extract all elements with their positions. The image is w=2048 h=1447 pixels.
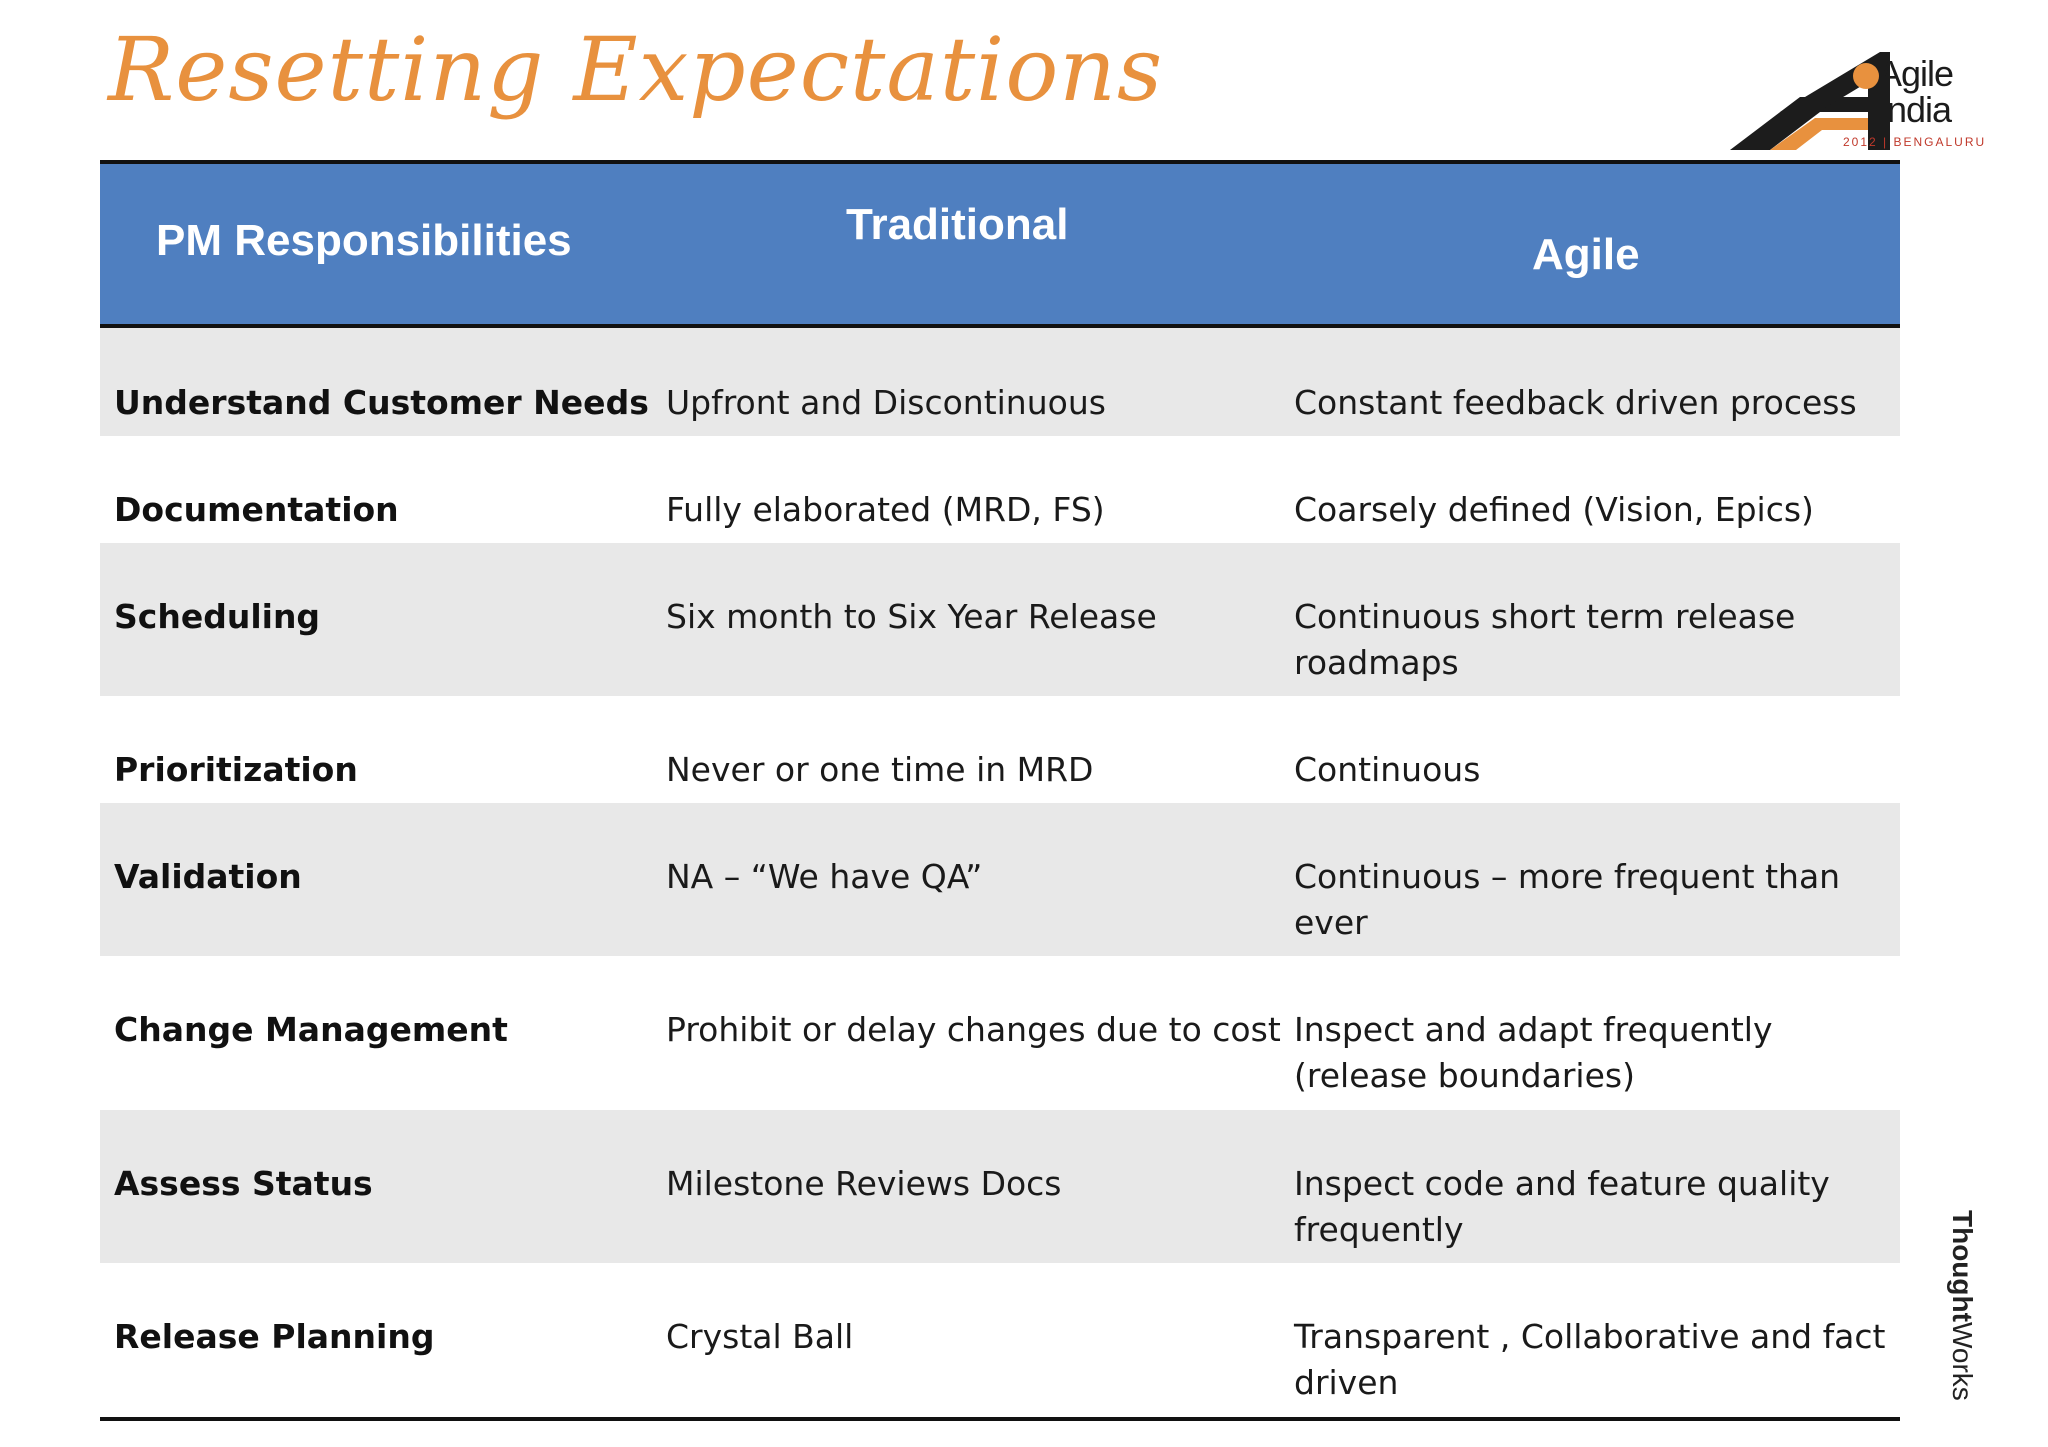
row-traditional: Never or one time in MRD [666,750,1094,789]
thoughtworks-brand: ThoughtWorks [1946,1210,1978,1401]
header-pm-responsibilities: PM Responsibilities [156,216,572,265]
row-agile: Inspect and adapt frequently (release bo… [1294,1010,1773,1095]
row-agile: Constant feedback driven process [1294,383,1857,422]
row-traditional: Fully elaborated (MRD, FS) [666,490,1105,529]
table-bottom-rule [100,1417,1900,1421]
row-responsibility: Change Management [114,1010,508,1049]
row-agile: Coarsely defined (Vision, Epics) [1294,490,1814,529]
row-agile: Inspect code and feature quality frequen… [1294,1164,1830,1249]
row-agile: Continuous [1294,750,1481,789]
logo-subtitle: 2012 | BENGALURU [1843,135,1987,149]
table-row: Assess Status Milestone Reviews Docs Ins… [100,1110,1900,1263]
table-row: Scheduling Six month to Six Year Release… [100,543,1900,696]
row-responsibility: Prioritization [114,750,358,789]
row-traditional: Prohibit or delay changes due to cost [666,1010,1281,1049]
agile-india-logo-icon [1730,52,1890,150]
row-responsibility: Release Planning [114,1317,435,1356]
brand-regular: Works [1947,1321,1978,1401]
row-traditional: Six month to Six Year Release [666,597,1157,636]
brand-bold: Thought [1947,1210,1978,1322]
row-traditional: Crystal Ball [666,1317,854,1356]
row-traditional: Upfront and Discontinuous [666,383,1106,422]
table-row: Documentation Fully elaborated (MRD, FS)… [100,436,1900,543]
logo-line-2: India [1878,89,1952,130]
row-responsibility: Understand Customer Needs [114,383,649,422]
table-row: Change Management Prohibit or delay chan… [100,956,1900,1110]
logo-wordmark: Agile India [1878,53,1954,130]
slide-title: Resetting Expectations [108,18,1164,121]
row-agile: Continuous – more frequent than ever [1294,857,1841,942]
row-agile: Continuous short term release roadmaps [1294,597,1796,682]
table-header: PM Responsibilities Traditional Agile [100,160,1900,328]
row-agile: Transparent , Collaborative and fact dri… [1294,1317,1886,1402]
row-responsibility: Validation [114,857,302,896]
table-row: Understand Customer Needs Upfront and Di… [100,328,1900,436]
logo-line-1: Agile [1878,53,1954,94]
table-row: Release Planning Crystal Ball Transparen… [100,1263,1900,1418]
header-agile: Agile [1532,230,1640,279]
table-row: Prioritization Never or one time in MRD … [100,696,1900,803]
row-responsibility: Assess Status [114,1164,373,1203]
row-responsibility: Scheduling [114,597,321,636]
comparison-table: PM Responsibilities Traditional Agile Un… [100,160,1900,1418]
row-traditional: Milestone Reviews Docs [666,1164,1062,1203]
row-traditional: NA – “We have QA” [666,857,983,896]
header-traditional: Traditional [846,200,1069,249]
table-row: Validation NA – “We have QA” Continuous … [100,803,1900,956]
row-responsibility: Documentation [114,490,399,529]
